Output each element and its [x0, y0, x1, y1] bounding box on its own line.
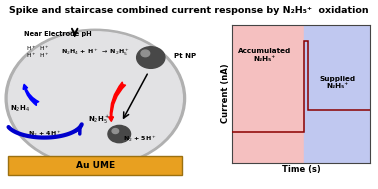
Text: H$^+$  H$^+$: H$^+$ H$^+$ — [26, 51, 50, 60]
X-axis label: Time (s): Time (s) — [282, 165, 321, 174]
Circle shape — [136, 47, 165, 68]
Bar — [232, 25, 304, 163]
Text: H$^+$  H$^+$: H$^+$ H$^+$ — [26, 44, 50, 53]
Circle shape — [112, 129, 119, 134]
Bar — [8, 156, 182, 175]
Circle shape — [141, 50, 150, 57]
Text: Spike and staircase combined current response by N₂H₅⁺  oxidation: Spike and staircase combined current res… — [9, 6, 369, 15]
Y-axis label: Current (nA): Current (nA) — [221, 64, 230, 123]
Text: N$_2$ + 5H$^+$: N$_2$ + 5H$^+$ — [123, 134, 156, 144]
Circle shape — [5, 29, 186, 167]
Bar — [304, 25, 370, 163]
Text: Supplied
N₂H₅⁺: Supplied N₂H₅⁺ — [319, 76, 355, 89]
Text: Near Electrode pH: Near Electrode pH — [23, 31, 91, 37]
Circle shape — [108, 125, 130, 143]
Text: Pt NP: Pt NP — [174, 53, 196, 59]
Text: N$_2$H$_5^+$: N$_2$H$_5^+$ — [88, 114, 110, 126]
Circle shape — [8, 32, 182, 165]
Text: N$_2$H$_4$: N$_2$H$_4$ — [10, 104, 30, 114]
Text: Au UME: Au UME — [76, 161, 115, 170]
Text: N$_2$H$_4$ + H$^+$ $\rightarrow$ N$_2$H$_5^+$: N$_2$H$_4$ + H$^+$ $\rightarrow$ N$_2$H$… — [60, 47, 129, 58]
Text: Accumulated
N₂H₅⁺: Accumulated N₂H₅⁺ — [238, 48, 291, 62]
Text: N$_2$ + 4H$^+$: N$_2$ + 4H$^+$ — [28, 129, 61, 139]
